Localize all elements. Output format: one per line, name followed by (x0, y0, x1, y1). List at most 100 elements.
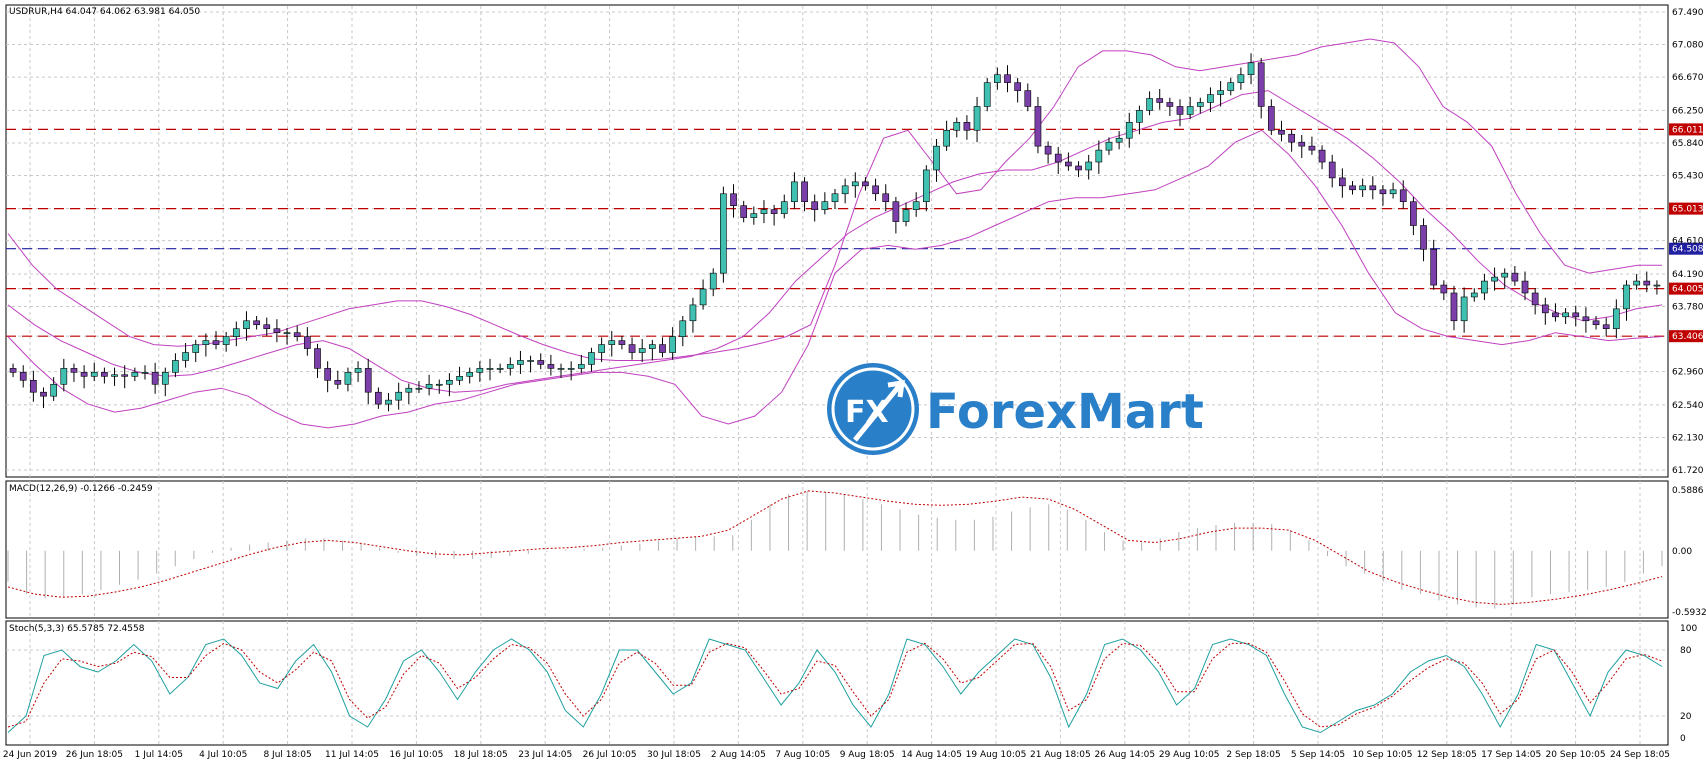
candle-body (1044, 145, 1052, 155)
candle-body (141, 372, 149, 374)
price-level-tag (1669, 330, 1703, 343)
candle-body (354, 368, 362, 373)
candle-body (1237, 74, 1245, 83)
x-tick-label: 12 Sep 18:05 (1417, 750, 1477, 760)
candle-body (435, 383, 443, 386)
x-tick-label: 16 Jul 10:05 (389, 750, 443, 760)
candle-body (30, 380, 37, 393)
y-axis-labels: 67.490 67.080 66.670 66.250 65.840 65.430 64.6… (1672, 8, 1706, 744)
candle-body (1085, 161, 1093, 171)
candle-body (9, 368, 17, 373)
x-axis-labels: 24 Jun 2019 26 Jun 18:05 1 Jul 14:05 4 Jul … (3, 750, 1670, 760)
candle-body (1115, 137, 1123, 143)
x-tick-label: 9 Aug 18:05 (840, 750, 895, 760)
y-tick-label: 65.430 (1672, 172, 1704, 182)
candle-body (283, 332, 291, 334)
candle-body (1207, 94, 1214, 103)
candle-body (699, 288, 707, 306)
candle-body (1612, 308, 1620, 330)
candle-body (567, 368, 575, 370)
x-tick-label: 2 Sep 18:05 (1226, 750, 1280, 760)
macd-y-tick-label: -0.5932 (1672, 608, 1706, 618)
candle-body (1339, 177, 1346, 187)
y-tick-label: 62.540 (1672, 401, 1704, 411)
candle-body (202, 340, 210, 345)
candle-body (466, 372, 474, 377)
candle-body (1105, 141, 1113, 151)
candle-body (70, 368, 78, 373)
price-level-label: 64.005 (1672, 285, 1704, 295)
candle-body (1460, 296, 1468, 322)
candle-body (902, 209, 910, 222)
forexmart-logo: FX ForexMart (827, 363, 1204, 455)
candle-body (1034, 106, 1042, 147)
stoch-pane-frame (5, 620, 1669, 746)
macd-series (7, 490, 1663, 609)
candle-body (446, 380, 453, 385)
stoch-main-line (7, 638, 1663, 734)
x-tick-label: 26 Aug 14:05 (1094, 750, 1155, 760)
candle-body (872, 185, 879, 195)
candle-body (740, 205, 748, 218)
candle-body (1065, 161, 1072, 167)
candle-body (1328, 161, 1336, 179)
x-tick-label: 20 Sep 10:05 (1546, 750, 1606, 760)
candle-body (334, 380, 342, 385)
x-tick-label: 21 Aug 18:05 (1030, 750, 1091, 760)
macd-y-tick-label: 0.00 (1672, 547, 1692, 557)
candle-body (841, 185, 849, 195)
candle-body (1501, 272, 1509, 278)
candle-body (1288, 133, 1295, 143)
candle-body (293, 332, 301, 337)
x-tick-label: 29 Aug 10:05 (1159, 750, 1220, 760)
candle-body (1257, 62, 1265, 107)
candle-body (922, 169, 930, 203)
candle-body (1176, 106, 1184, 115)
candle-body (385, 399, 392, 405)
candle-body (1440, 284, 1448, 294)
candle-body (1470, 292, 1478, 298)
candle-body (303, 336, 311, 349)
candle-body (760, 209, 768, 214)
x-tick-label: 5 Sep 14:05 (1291, 750, 1345, 760)
x-tick-label: 10 Sep 10:05 (1352, 750, 1412, 760)
logo-arrow-icon (853, 380, 905, 442)
candle-body (496, 368, 504, 370)
candle-body (324, 368, 331, 381)
candle-body (720, 193, 727, 274)
macd-pane-frame (5, 480, 1669, 619)
candle-body (1541, 304, 1549, 314)
candle-body (476, 368, 484, 373)
y-tick-label: 66.250 (1672, 106, 1704, 116)
x-tick-label: 18 Jul 18:05 (454, 750, 508, 760)
stoch-y-tick-label: 20 (1680, 712, 1692, 722)
price-level-label: 64.508 (1672, 245, 1704, 255)
x-tick-label: 26 Jul 10:05 (583, 750, 637, 760)
candle-body (151, 372, 159, 385)
candle-body (1125, 122, 1133, 139)
candle-body (943, 129, 950, 147)
x-tick-label: 30 Jul 18:05 (647, 750, 701, 760)
price-level-tag (1669, 123, 1703, 136)
candle-body (862, 181, 869, 187)
stoch-y-tick-label: 80 (1680, 646, 1692, 656)
x-tick-label: 1 Jul 14:05 (135, 750, 183, 760)
candle-body (243, 320, 250, 330)
candle-body (709, 272, 717, 290)
macd-y-tick-label: 0.5886 (1672, 486, 1704, 496)
candle-body (19, 372, 27, 381)
candle-body (1136, 110, 1143, 123)
macd-header: MACD(12,26,9) -0.1266 -0.2459 (9, 484, 153, 494)
candle-body (253, 320, 260, 326)
logo-badge-ring (831, 367, 915, 451)
candle-body (172, 360, 179, 373)
candle-body (192, 344, 200, 353)
candle-body (111, 374, 118, 377)
candle-body (90, 372, 98, 377)
candle-body (1318, 149, 1326, 163)
y-tick-label: 65.840 (1672, 139, 1704, 149)
candle-body (40, 391, 47, 397)
candle-body (1633, 280, 1640, 286)
price-level-tag (1669, 202, 1703, 215)
